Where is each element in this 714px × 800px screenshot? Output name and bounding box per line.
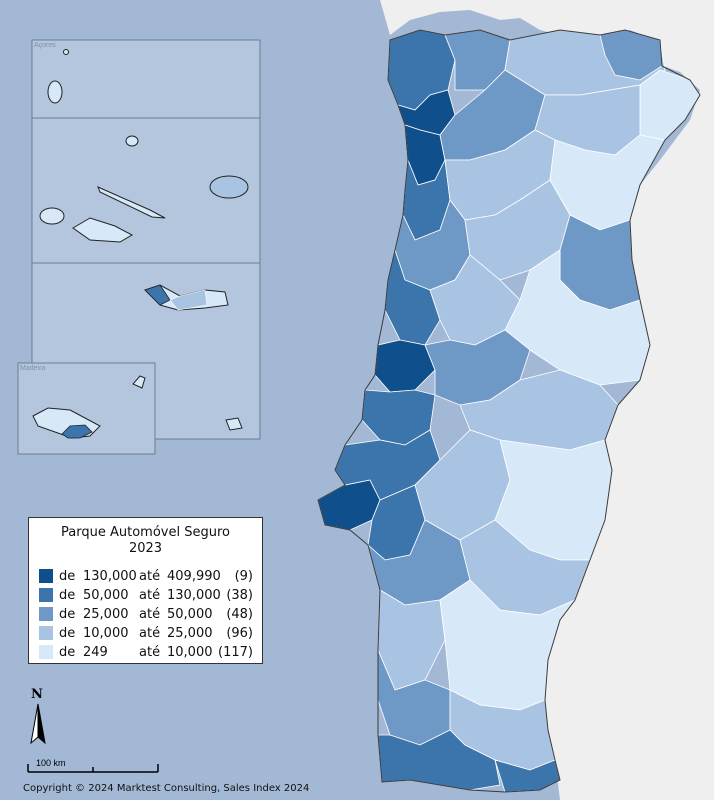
legend-swatch	[39, 569, 53, 583]
region-lisbon	[317, 479, 381, 531]
region-lisbon-north	[374, 339, 436, 393]
island-corvo	[63, 49, 69, 55]
island-desertas	[225, 417, 243, 431]
legend-from: 130,000	[83, 569, 137, 584]
legend-title: Parque Automóvel Seguro	[61, 525, 230, 540]
north-arrow-icon	[30, 703, 46, 745]
legend-swatch	[39, 645, 53, 659]
map-legend: Parque Automóvel Seguro 2023 de 130,000 …	[28, 517, 263, 664]
legend-de: de	[59, 569, 76, 584]
portugal-outline	[317, 29, 701, 793]
island-pico	[72, 217, 134, 243]
legend-item: de 130,000 até 409,990 (9)	[29, 567, 262, 586]
island-faial	[39, 207, 65, 225]
spain-landmass	[380, 0, 714, 800]
legend-count: (48)	[226, 607, 253, 622]
legend-from: 25,000	[83, 607, 129, 622]
legend-subtitle: 2023	[128, 541, 163, 556]
legend-to: 409,990	[167, 569, 221, 584]
azores-inset-label: Açores	[34, 42, 56, 49]
legend-ate: até	[139, 626, 161, 641]
legend-item: de 249 até 10,000 (117)	[29, 643, 262, 662]
legend-swatch	[39, 588, 53, 602]
north-label: N	[31, 687, 43, 702]
legend-items: de 130,000 até 409,990 (9) de 50,000 até…	[29, 567, 262, 662]
legend-item: de 10,000 até 25,000 (96)	[29, 624, 262, 643]
legend-ate: até	[139, 645, 161, 660]
madeira-inset	[17, 362, 243, 455]
legend-from: 249	[83, 645, 108, 660]
legend-swatch	[39, 607, 53, 621]
legend-ate: até	[139, 569, 161, 584]
copyright-text: Copyright © 2024 Marktest Consulting, Sa…	[23, 783, 310, 794]
legend-de: de	[59, 645, 76, 660]
legend-count: (38)	[226, 588, 253, 603]
island-sao-miguel-mid	[169, 289, 208, 311]
scale-label: 100 km	[36, 758, 66, 768]
legend-to: 10,000	[167, 645, 213, 660]
island-terceira	[209, 175, 249, 199]
legend-ate: até	[139, 588, 161, 603]
portugal-regions	[317, 29, 701, 793]
north-arrow: N	[27, 687, 49, 745]
island-sao-jorge	[97, 186, 166, 219]
legend-count: (117)	[218, 645, 253, 660]
legend-count: (96)	[226, 626, 253, 641]
island-madeira-funchal	[61, 424, 93, 439]
legend-to: 130,000	[167, 588, 221, 603]
island-graciosa	[125, 135, 139, 147]
legend-ate: até	[139, 607, 161, 622]
island-flores	[47, 80, 63, 104]
legend-to: 25,000	[167, 626, 213, 641]
island-porto-santo	[132, 375, 146, 389]
scale-bar	[27, 764, 159, 773]
legend-de: de	[59, 588, 76, 603]
legend-item: de 50,000 até 130,000 (38)	[29, 586, 262, 605]
legend-count: (9)	[234, 569, 253, 584]
madeira-inset-label: Madeira	[20, 365, 46, 372]
legend-item: de 25,000 até 50,000 (48)	[29, 605, 262, 624]
legend-de: de	[59, 607, 76, 622]
legend-from: 50,000	[83, 588, 129, 603]
legend-swatch	[39, 626, 53, 640]
legend-de: de	[59, 626, 76, 641]
legend-to: 50,000	[167, 607, 213, 622]
legend-from: 10,000	[83, 626, 129, 641]
